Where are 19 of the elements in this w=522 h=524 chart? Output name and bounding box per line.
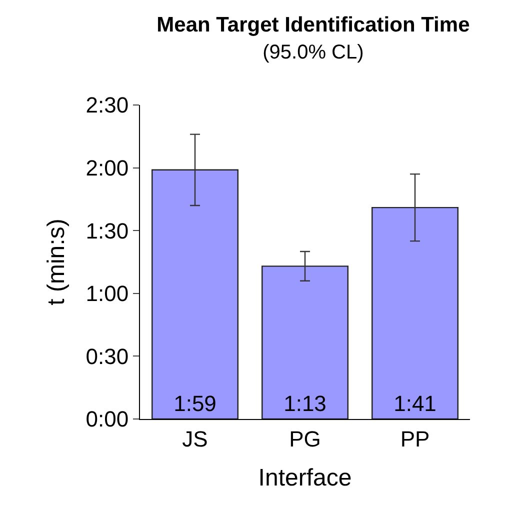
bar — [262, 266, 348, 419]
y-tick-label: 2:30 — [86, 92, 129, 118]
x-tick-label: PG — [289, 426, 321, 452]
y-tick-label: 1:00 — [86, 281, 129, 306]
y-tick-label: 2:00 — [86, 156, 129, 180]
y-tick-label: 0:00 — [86, 406, 129, 432]
data-label: 1:41 — [394, 391, 436, 416]
y-tick-label: 0:30 — [86, 344, 129, 369]
x-tick-label: PP — [400, 426, 430, 452]
bar — [152, 169, 238, 419]
data-label: 1:59 — [174, 391, 216, 416]
x-tick-label: JS — [182, 426, 208, 452]
data-label: 1:13 — [284, 391, 326, 416]
x-axis-title: Interface — [258, 464, 352, 492]
chart-title: Mean Target Identification Time — [156, 13, 470, 36]
chart-subtitle: (95.0% CL) — [262, 42, 364, 64]
y-tick-label: 1:30 — [86, 218, 129, 244]
y-axis-title: t (min:s) — [42, 218, 70, 306]
bar — [372, 206, 458, 419]
